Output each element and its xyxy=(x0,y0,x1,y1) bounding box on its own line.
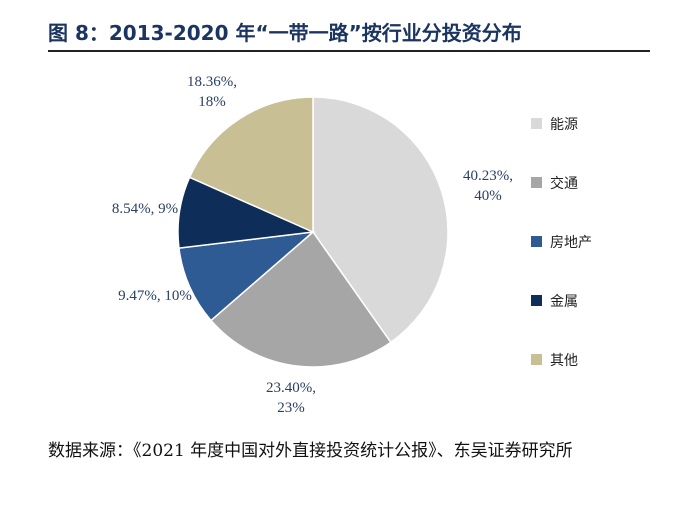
title-divider xyxy=(48,50,650,52)
legend-entry: 房地产 xyxy=(550,235,592,251)
data-label: 40.23%, xyxy=(463,168,513,184)
pie-chart: 40.23%, 40% 能源 23.40%, 23% 交通 9.47%, 10% 房地产 8.5… xyxy=(112,74,592,416)
figure-title: 图 8：2013-2020 年“一带一路”按行业分投资分布 xyxy=(48,21,522,45)
legend-swatch xyxy=(531,118,542,129)
pie-slice-2 xyxy=(178,230,316,322)
data-label: 40% xyxy=(474,188,502,204)
legend-swatch xyxy=(531,236,542,247)
legend-entry: 其他 xyxy=(550,353,578,369)
legend-entry: 金属 xyxy=(550,294,578,310)
pie-slice-4 xyxy=(188,96,314,234)
pie-slice-1 xyxy=(209,230,392,368)
data-label: 23.40%, xyxy=(266,380,316,396)
data-label: 18% xyxy=(198,94,226,110)
data-label: 23% xyxy=(277,400,305,416)
legend-entry: 交通 xyxy=(550,175,578,192)
legend-swatch xyxy=(531,295,542,306)
data-label: 18.36%, xyxy=(187,74,237,90)
source-note: 数据来源：《2021 年度中国对外直接投资统计公报》、东吴证券研究所 xyxy=(48,441,573,461)
data-label: 8.54%, 9% xyxy=(112,201,178,217)
data-label: 9.47%, 10% xyxy=(118,288,192,304)
legend-swatch xyxy=(531,354,542,365)
legend-swatch xyxy=(531,177,542,188)
legend-entry: 能源 xyxy=(550,117,578,133)
pie-slice-0 xyxy=(312,96,449,344)
